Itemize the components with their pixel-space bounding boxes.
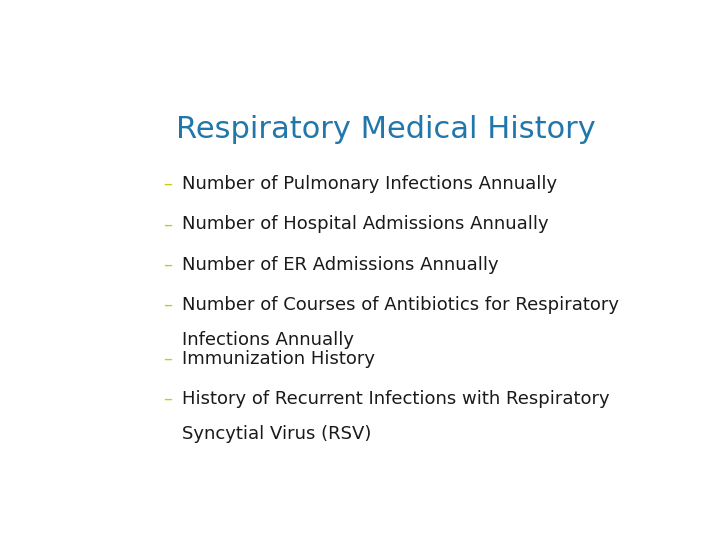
Text: History of Recurrent Infections with Respiratory: History of Recurrent Infections with Res…	[182, 390, 610, 408]
Text: Immunization History: Immunization History	[182, 349, 375, 368]
Text: Number of Hospital Admissions Annually: Number of Hospital Admissions Annually	[182, 215, 549, 233]
Text: –: –	[163, 296, 173, 314]
Text: Respiratory Medical History: Respiratory Medical History	[176, 114, 596, 144]
Text: –: –	[163, 349, 173, 368]
Text: Number of ER Admissions Annually: Number of ER Admissions Annually	[182, 255, 499, 274]
Text: Number of Courses of Antibiotics for Respiratory: Number of Courses of Antibiotics for Res…	[182, 296, 619, 314]
Text: –: –	[163, 255, 173, 274]
Text: –: –	[163, 390, 173, 408]
Text: –: –	[163, 175, 173, 193]
Text: Infections Annually: Infections Annually	[182, 332, 354, 349]
Text: –: –	[163, 215, 173, 233]
Text: Number of Pulmonary Infections Annually: Number of Pulmonary Infections Annually	[182, 175, 557, 193]
Text: Syncytial Virus (RSV): Syncytial Virus (RSV)	[182, 426, 372, 443]
